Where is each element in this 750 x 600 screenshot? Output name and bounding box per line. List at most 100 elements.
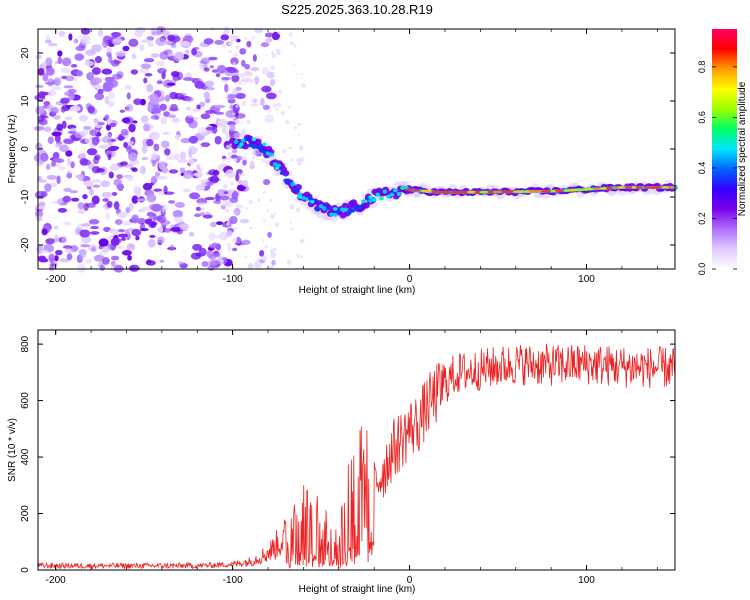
noise-blob xyxy=(132,120,138,124)
noise-blob xyxy=(131,167,138,172)
track-hotspot xyxy=(504,190,515,194)
track-inner xyxy=(286,179,292,184)
noise-blob xyxy=(235,173,240,182)
noise-blob xyxy=(88,219,100,225)
noise-blob xyxy=(159,259,165,263)
noise-blob xyxy=(271,259,276,266)
noise-dot xyxy=(233,116,236,119)
noise-blob xyxy=(229,33,236,42)
noise-blob xyxy=(50,107,59,115)
noise-blob xyxy=(185,97,194,102)
track-core xyxy=(282,170,290,177)
noise-blob xyxy=(106,133,112,139)
noise-blob xyxy=(180,40,191,47)
noise-blob xyxy=(113,60,122,64)
noise-blob xyxy=(164,94,171,102)
track-inner xyxy=(361,199,366,204)
noise-blob xyxy=(205,126,216,131)
noise-dot xyxy=(256,257,260,261)
track-hotspot xyxy=(474,190,482,194)
noise-blob xyxy=(142,182,153,191)
noise-dot xyxy=(280,110,286,116)
noise-blob xyxy=(42,61,47,68)
noise-blob xyxy=(149,234,156,238)
noise-blob xyxy=(206,86,215,91)
noise-blob xyxy=(250,67,260,72)
colorbar: 0.0 0.2 0.4 0.6 0.8 Normalized spectral ampl… xyxy=(697,29,748,275)
spectrogram-noise-layer xyxy=(33,26,306,273)
noise-blob xyxy=(183,171,194,179)
track-inner xyxy=(308,196,313,201)
colorbar-tick-label: 0.2 xyxy=(697,212,707,225)
noise-blob xyxy=(35,106,45,115)
noise-dot xyxy=(227,246,232,251)
noise-blob xyxy=(196,164,201,171)
track-bright-spot xyxy=(262,142,267,146)
noise-blob xyxy=(174,216,184,224)
noise-dot xyxy=(270,65,275,70)
noise-blob xyxy=(35,84,44,89)
noise-blob xyxy=(195,206,201,211)
noise-blob xyxy=(232,88,239,96)
snr-y-label: SNR (10 * v/v) xyxy=(7,418,18,482)
noise-blob xyxy=(158,225,164,233)
noise-blob xyxy=(150,115,159,120)
noise-blob xyxy=(113,201,120,210)
noise-dot xyxy=(225,185,229,188)
track-hotspot xyxy=(431,190,440,194)
noise-blob xyxy=(47,136,54,144)
noise-blob xyxy=(40,152,49,162)
track-inner xyxy=(385,194,391,199)
noise-dot xyxy=(277,31,281,35)
noise-blob xyxy=(93,118,99,124)
noise-dot xyxy=(261,238,265,242)
noise-dot xyxy=(245,207,248,210)
noise-blob xyxy=(84,60,95,67)
noise-blob xyxy=(143,121,149,125)
noise-blob xyxy=(61,120,67,129)
noise-blob xyxy=(92,85,103,89)
noise-dot xyxy=(225,208,230,213)
noise-dot xyxy=(235,45,239,50)
track-bright-spot xyxy=(368,195,373,199)
noise-blob xyxy=(194,81,205,89)
noise-blob xyxy=(133,186,142,196)
noise-dot xyxy=(293,126,297,130)
noise-blob xyxy=(62,195,71,203)
noise-dot xyxy=(232,112,235,116)
noise-blob xyxy=(106,200,113,208)
noise-blob xyxy=(212,253,221,258)
noise-blob xyxy=(64,221,71,226)
track-inner xyxy=(389,192,395,197)
track-core xyxy=(254,138,262,145)
track-hotspot xyxy=(606,186,613,190)
noise-blob xyxy=(239,218,250,224)
noise-dot xyxy=(250,97,253,100)
noise-blob xyxy=(199,101,206,108)
noise-blob xyxy=(150,53,160,58)
noise-blob xyxy=(102,198,109,202)
noise-blob xyxy=(265,92,277,100)
noise-blob xyxy=(206,250,214,258)
noise-blob xyxy=(63,187,72,192)
noise-dot xyxy=(290,41,295,46)
noise-blob xyxy=(48,266,55,271)
noise-blob xyxy=(227,93,237,99)
noise-blob xyxy=(117,233,128,238)
noise-blob xyxy=(40,191,48,198)
noise-blob xyxy=(89,231,100,235)
noise-dot xyxy=(241,172,246,177)
track-hotspot xyxy=(454,190,465,194)
track-hotspot xyxy=(613,186,620,190)
noise-blob xyxy=(83,180,95,187)
noise-blob xyxy=(188,231,195,237)
noise-dot xyxy=(221,44,226,49)
noise-dot xyxy=(299,238,305,244)
noise-dot xyxy=(234,119,240,125)
noise-blob xyxy=(146,84,154,93)
noise-blob xyxy=(81,39,92,45)
noise-blob xyxy=(62,245,73,249)
noise-blob xyxy=(100,180,111,188)
track-inner xyxy=(343,207,349,212)
noise-dot xyxy=(226,156,232,162)
